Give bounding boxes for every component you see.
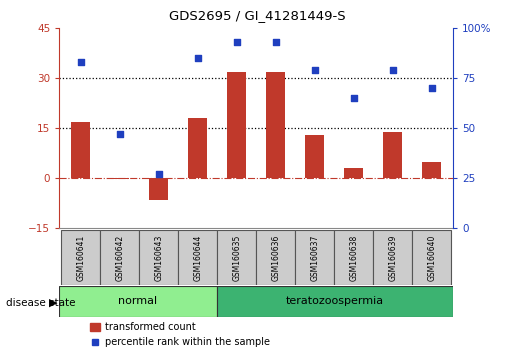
Bar bbox=[422, 162, 441, 178]
Bar bbox=[305, 135, 324, 178]
Bar bbox=[295, 230, 334, 285]
Text: GSM160635: GSM160635 bbox=[232, 234, 241, 281]
Bar bbox=[139, 230, 178, 285]
Bar bbox=[217, 286, 453, 317]
Text: GSM160644: GSM160644 bbox=[193, 234, 202, 281]
Point bbox=[154, 171, 163, 177]
Point bbox=[311, 68, 319, 73]
Text: GSM160636: GSM160636 bbox=[271, 234, 280, 281]
Bar bbox=[412, 230, 451, 285]
Text: GSM160639: GSM160639 bbox=[388, 234, 397, 281]
Text: ▶: ▶ bbox=[49, 298, 57, 308]
Bar bbox=[334, 230, 373, 285]
Point bbox=[389, 68, 397, 73]
Text: GSM160638: GSM160638 bbox=[349, 234, 358, 281]
Bar bbox=[110, 178, 129, 179]
Bar bbox=[61, 230, 100, 285]
Text: teratozoospermia: teratozoospermia bbox=[286, 296, 384, 306]
Point bbox=[194, 56, 202, 61]
Point bbox=[271, 40, 280, 45]
Bar bbox=[149, 178, 168, 200]
Point bbox=[115, 131, 124, 137]
Bar bbox=[71, 122, 91, 178]
Text: GSM160641: GSM160641 bbox=[76, 234, 85, 281]
Text: GSM160640: GSM160640 bbox=[427, 234, 436, 281]
Bar bbox=[227, 72, 247, 178]
Bar bbox=[100, 230, 139, 285]
Bar bbox=[344, 169, 364, 178]
Text: GSM160643: GSM160643 bbox=[154, 234, 163, 281]
Point bbox=[427, 86, 436, 91]
Bar bbox=[266, 72, 285, 178]
Text: GSM160642: GSM160642 bbox=[115, 234, 124, 281]
Text: normal: normal bbox=[118, 296, 158, 306]
Bar bbox=[59, 286, 217, 317]
Point bbox=[350, 96, 358, 101]
Text: GDS2695 / GI_41281449-S: GDS2695 / GI_41281449-S bbox=[169, 9, 346, 22]
Text: disease state: disease state bbox=[6, 298, 76, 308]
Bar bbox=[217, 230, 256, 285]
Text: GSM160637: GSM160637 bbox=[310, 234, 319, 281]
Legend: transformed count, percentile rank within the sample: transformed count, percentile rank withi… bbox=[87, 319, 273, 351]
Bar bbox=[178, 230, 217, 285]
Point bbox=[233, 40, 241, 45]
Bar bbox=[256, 230, 295, 285]
Bar bbox=[383, 132, 403, 178]
Bar bbox=[188, 118, 208, 178]
Point bbox=[77, 59, 85, 65]
Bar bbox=[373, 230, 412, 285]
